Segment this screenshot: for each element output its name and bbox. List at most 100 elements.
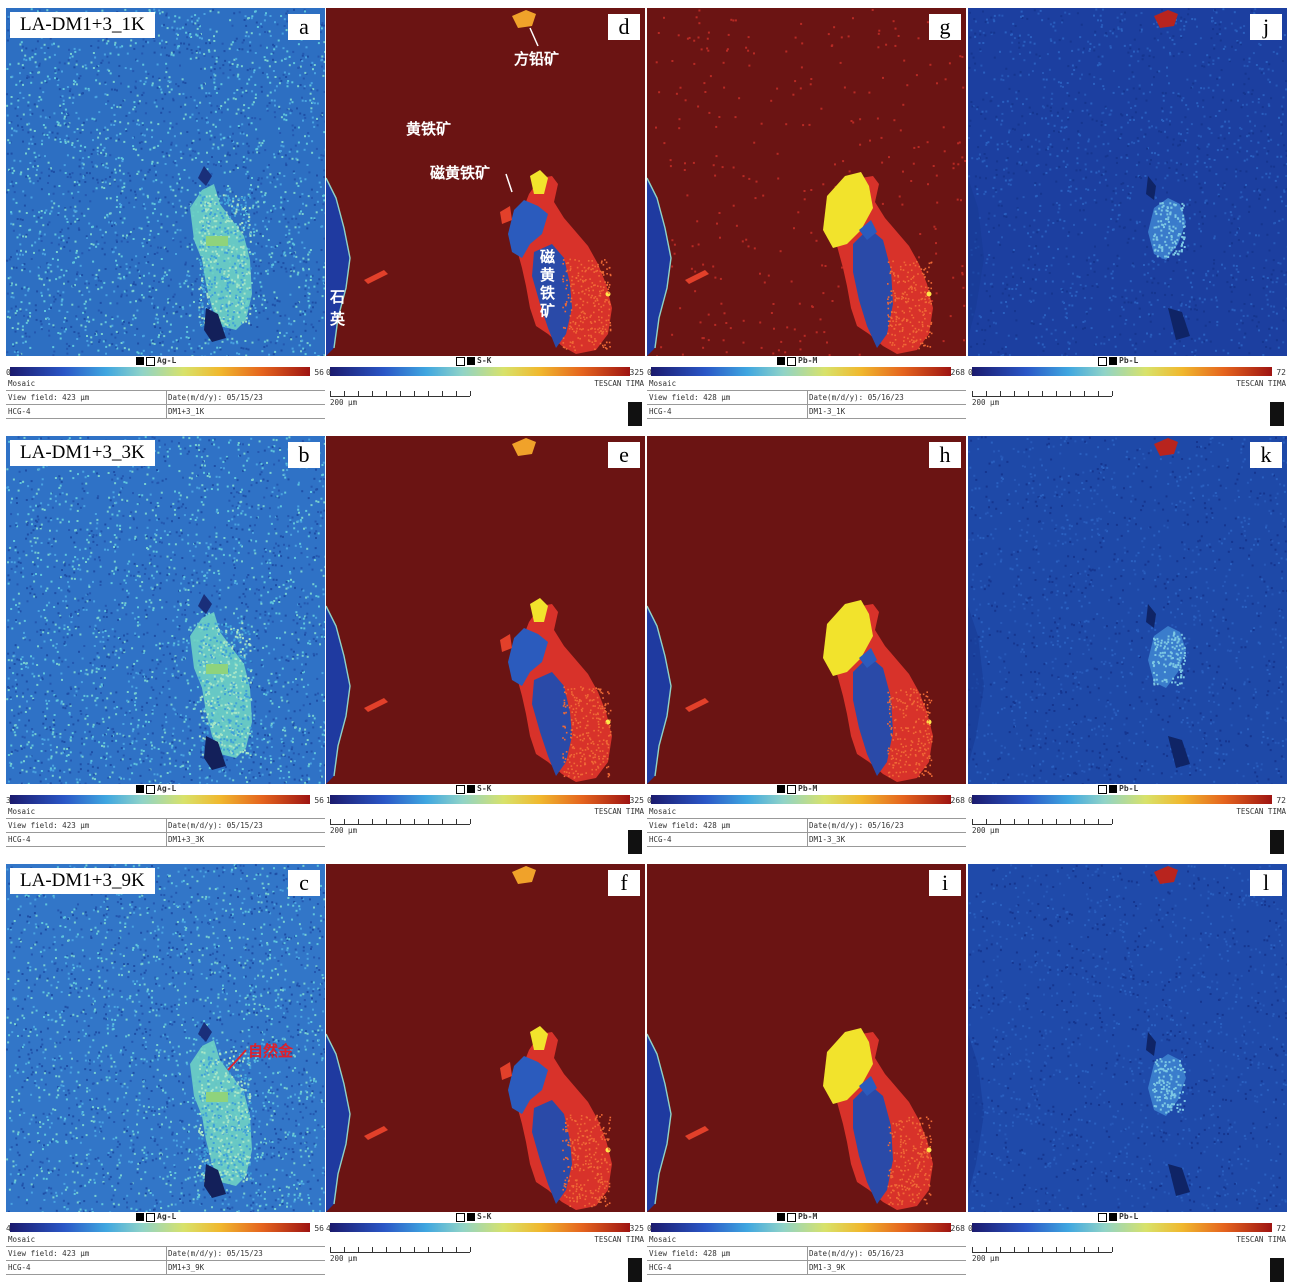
scale-tick <box>400 1247 401 1252</box>
scale-tick <box>1112 1247 1113 1252</box>
date: Date(m/d/y): 05/15/23 <box>168 820 263 832</box>
scale-tick <box>986 391 987 396</box>
colorbar-title: S-K <box>456 357 491 365</box>
divider <box>166 818 167 846</box>
mosaic-label: Mosaic <box>8 378 35 390</box>
colorbar-swatch <box>146 1213 155 1222</box>
colorbar-max: 72 <box>1276 796 1286 805</box>
colorbar <box>972 367 1272 376</box>
element-label: Pb-M <box>798 784 817 793</box>
annotation-leaders <box>6 864 326 1212</box>
colorbar-swatch <box>777 785 785 793</box>
scale-tick <box>1070 819 1071 824</box>
sample-id: HCG-4 <box>8 1262 31 1274</box>
colorbar-min: 0 <box>968 1224 973 1233</box>
mosaic-label: Mosaic <box>649 378 676 390</box>
sample-id: HCG-4 <box>8 834 31 846</box>
scale-tick <box>1084 819 1085 824</box>
panel-letter: h <box>929 442 961 468</box>
element-map-image <box>647 436 967 784</box>
scale-tick <box>1112 819 1113 824</box>
colorbar-title: Pb-M <box>777 785 817 793</box>
scale-tick <box>1098 1247 1099 1252</box>
element-label: Ag-L <box>157 784 176 793</box>
element-map: j <box>968 8 1288 356</box>
colorbar-swatch <box>1109 785 1117 793</box>
scale-tick <box>428 1247 429 1252</box>
colorbar-swatch <box>1109 1213 1117 1221</box>
colorbar-title: S-K <box>456 785 491 793</box>
scale-tick <box>330 391 331 396</box>
colorbar-swatch <box>136 785 144 793</box>
scale-tick <box>1028 391 1029 396</box>
scale-tick <box>400 819 401 824</box>
scale-bar <box>972 1240 1112 1253</box>
colorbar-title: Ag-L <box>136 785 176 793</box>
colorbar-min: 3 <box>6 796 11 805</box>
scale-tick <box>414 1247 415 1252</box>
colorbar-max: 268 <box>951 1224 965 1233</box>
view-field: View field: 428 μm <box>649 820 730 832</box>
scale-tick <box>1000 391 1001 396</box>
colorbar <box>651 795 951 804</box>
scale-tick <box>1014 819 1015 824</box>
colorbar <box>10 1223 310 1232</box>
divider <box>807 1246 808 1274</box>
scale-tick <box>470 391 471 396</box>
divider <box>807 818 808 846</box>
scale-tick <box>358 1247 359 1252</box>
colorbar <box>972 1223 1272 1232</box>
panel-letter: k <box>1250 442 1282 468</box>
scale-tick <box>456 391 457 396</box>
sample-id: HCG-4 <box>8 406 31 418</box>
file-id: DM1+3_1K <box>168 406 204 418</box>
colorbar-swatch <box>467 357 475 365</box>
element-label: S-K <box>477 356 491 365</box>
scale-tick <box>1070 1247 1071 1252</box>
colorbar-swatch <box>136 1213 144 1221</box>
element-label: Ag-L <box>157 1212 176 1221</box>
colorbar-max: 268 <box>951 796 965 805</box>
colorbar <box>330 1223 630 1232</box>
colorbar-swatch <box>136 357 144 365</box>
colorbar-max: 72 <box>1276 368 1286 377</box>
colorbar-title: Ag-L <box>136 357 176 365</box>
element-label: Pb-L <box>1119 1212 1138 1221</box>
scale-label: 200 μm <box>330 1254 357 1263</box>
date: Date(m/d/y): 05/16/23 <box>809 1248 904 1260</box>
sample-label: LA-DM1+3_1K <box>10 12 155 38</box>
panel-letter: e <box>608 442 640 468</box>
divider <box>166 390 167 418</box>
scale-bar <box>972 812 1112 825</box>
colorbar-swatch <box>787 1213 796 1222</box>
divider <box>647 1274 967 1275</box>
element-map-image <box>968 436 1288 784</box>
file-id: DM1-3_9K <box>809 1262 845 1274</box>
colorbar <box>330 795 630 804</box>
brand-label: TESCAN TIMA <box>594 1235 644 1244</box>
divider <box>6 418 326 419</box>
panel-letter: j <box>1250 14 1282 40</box>
scale-tick <box>470 1247 471 1252</box>
colorbar-max: 72 <box>1276 1224 1286 1233</box>
sample-id: HCG-4 <box>649 406 672 418</box>
element-map-image <box>326 864 646 1212</box>
